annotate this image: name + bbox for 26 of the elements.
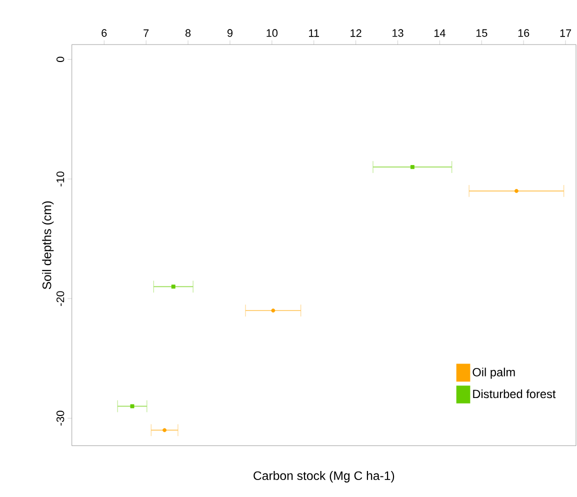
legend-label: Oil palm xyxy=(472,368,515,379)
y-tick-label: -10 xyxy=(56,171,64,186)
x-tick-label: 12 xyxy=(350,29,362,37)
point xyxy=(271,308,276,312)
point xyxy=(514,188,518,193)
y-tick-label: -30 xyxy=(56,410,64,426)
legend-label: Disturbed forest xyxy=(473,389,556,398)
x-tick-label: 9 xyxy=(227,29,232,37)
x-tick-label: 14 xyxy=(434,29,446,37)
y-axis-title: Soil depths (cm) xyxy=(42,201,54,290)
x-tick-label: 10 xyxy=(266,29,278,37)
x-tick-label: 7 xyxy=(144,29,149,37)
x-tick-label: 11 xyxy=(309,29,319,37)
x-tick-label: 17 xyxy=(560,29,572,37)
point xyxy=(410,164,414,169)
point xyxy=(162,428,167,432)
y-tick-label: 0 xyxy=(56,56,64,62)
point xyxy=(130,404,134,408)
x-tick-label: 13 xyxy=(392,29,404,37)
y-tick-label: -20 xyxy=(56,291,64,306)
x-tick-label: 6 xyxy=(102,29,107,37)
x-tick-label: 15 xyxy=(476,29,488,37)
x-tick-label: 8 xyxy=(185,29,191,37)
point xyxy=(171,284,176,289)
x-tick-label: 16 xyxy=(518,29,530,37)
x-axis-title: Carbon stock (Mg C ha-1) xyxy=(254,470,394,482)
